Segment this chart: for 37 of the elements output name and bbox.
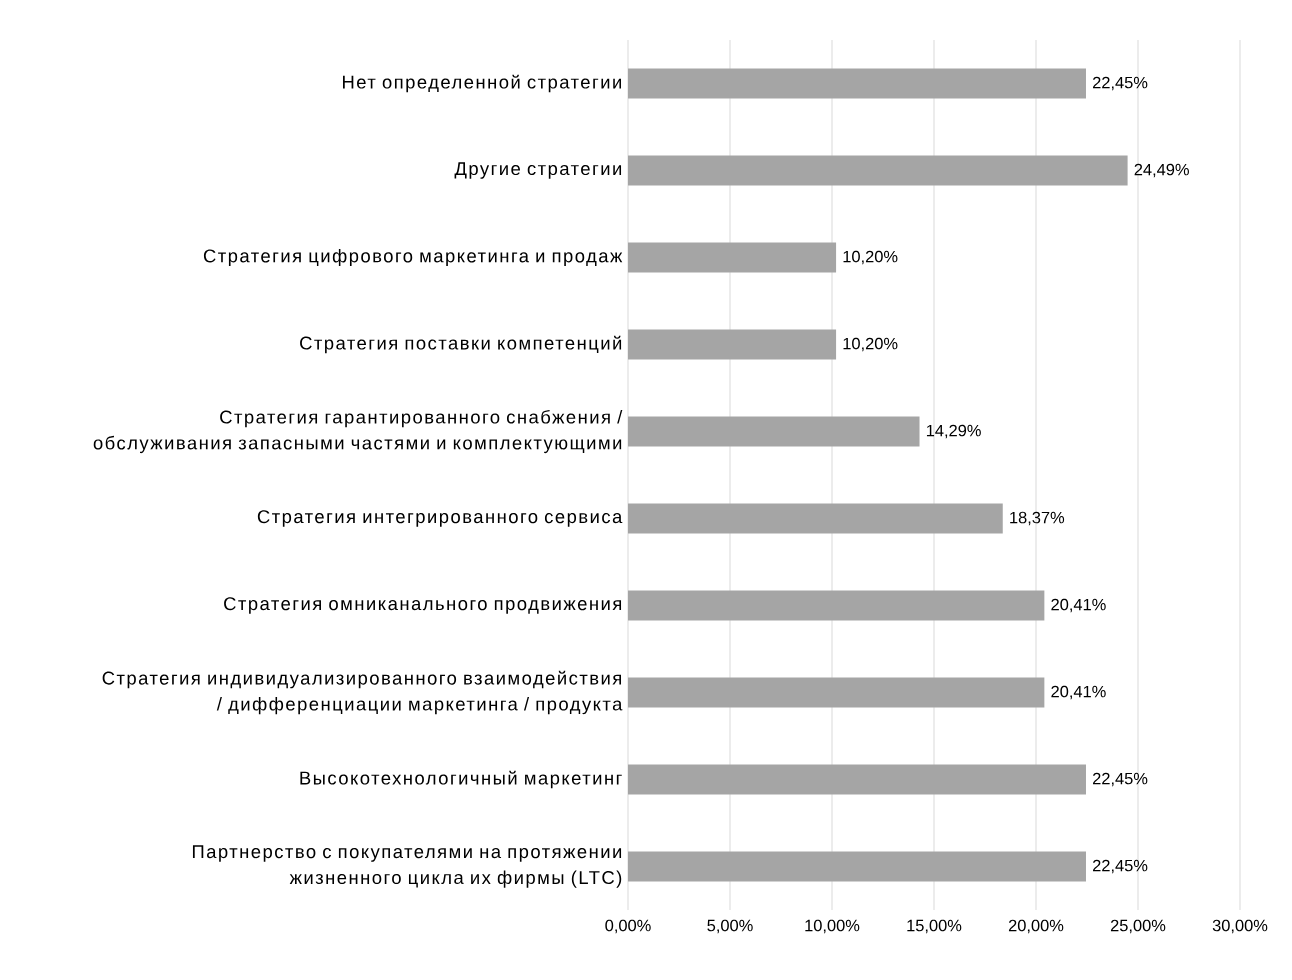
bar xyxy=(628,677,1045,708)
x-tick-label: 5,00% xyxy=(707,919,753,934)
x-tick-label: 25,00% xyxy=(1110,919,1166,934)
y-tick-label: Стратегия цифрового маркетинга и продаж xyxy=(203,248,623,267)
bar xyxy=(628,68,1086,99)
y-tick-label: Нет определенной стратегии xyxy=(343,74,621,93)
data-label: 10,20% xyxy=(843,337,898,352)
bar xyxy=(628,329,837,360)
x-tick-label: 30,00% xyxy=(1212,919,1268,934)
data-label: 22,45% xyxy=(1093,772,1148,787)
data-label: 22,45% xyxy=(1093,76,1148,91)
y-tick-label: Стратегия поставки компетенций xyxy=(300,335,622,354)
data-label: 10,20% xyxy=(843,250,898,265)
x-tick-label: 10,00% xyxy=(805,919,860,934)
y-tick-label: Другие стратегии xyxy=(454,162,622,179)
bar xyxy=(628,851,1086,882)
data-label: 24,49% xyxy=(1134,163,1189,178)
x-tick-label: 20,00% xyxy=(1008,919,1064,934)
y-tick-label: Стратегия индивидуализированного взаимодействия / дифференциации маркетинга / продукта xyxy=(102,670,623,715)
x-tick-label: 15,00% xyxy=(907,919,962,934)
data-label: 20,41% xyxy=(1051,598,1106,613)
y-tick-label: Высокотехнологичный маркетинг xyxy=(300,770,622,789)
y-tick-label: Партнерство с покупателями на протяжении жизненного цикла их фирмы (LTC) xyxy=(192,845,622,888)
bar xyxy=(628,155,1128,186)
y-tick-label: Стратегия интегрированного сервиса xyxy=(257,510,623,527)
y-tick-label: Стратегия гарантированного снабжения / обслуживания запасными частями и комплектующими xyxy=(93,409,623,454)
bar xyxy=(628,416,920,447)
bar xyxy=(628,503,1003,534)
data-label: 20,41% xyxy=(1051,685,1106,700)
data-label: 14,29% xyxy=(926,424,981,439)
x-tick-label: 0,00% xyxy=(605,919,651,934)
data-label: 18,37% xyxy=(1010,511,1065,526)
data-label: 22,45% xyxy=(1093,859,1148,874)
bar xyxy=(628,764,1086,795)
y-tick-label: Стратегия омниканального продвижения xyxy=(224,597,622,614)
bar xyxy=(628,590,1045,621)
bar xyxy=(628,242,837,273)
